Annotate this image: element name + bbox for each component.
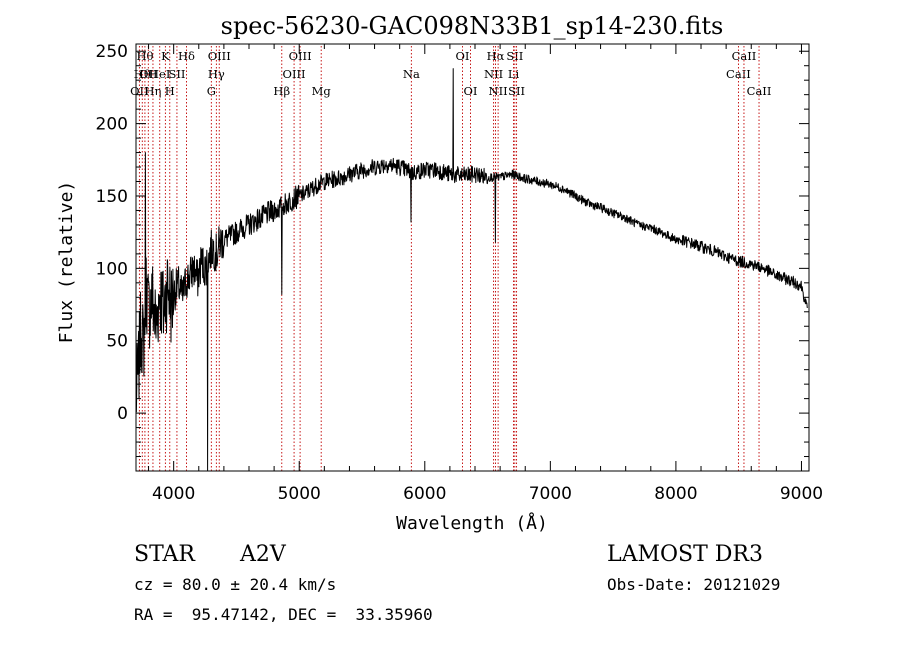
- line-marker-label: Na: [403, 67, 420, 81]
- line-marker-label: HeI: [149, 67, 170, 81]
- x-tick-label: 8000: [654, 484, 697, 504]
- coordinates-readout: RA = 95.47142, DEC = 33.35960: [134, 605, 433, 624]
- line-marker-label: Hη: [144, 84, 161, 98]
- line-marker-label: CaII: [726, 67, 751, 81]
- line-marker-label: K: [161, 49, 170, 63]
- line-marker-label: SII: [508, 84, 525, 98]
- line-marker-label: NII: [489, 84, 508, 98]
- line-marker-label: CaII: [732, 49, 757, 63]
- redshift-readout: cz = 80.0 ± 20.4 km/s: [134, 575, 336, 594]
- line-marker-label: Hδ: [178, 49, 195, 63]
- line-marker-label: Mg: [312, 84, 332, 98]
- y-axis-label: Flux (relative): [56, 181, 77, 344]
- line-marker-label: OI: [455, 49, 469, 63]
- x-tick-label: 4000: [152, 484, 195, 504]
- y-tick-label: 250: [96, 42, 128, 62]
- y-axis-ticks: 0 50 100 150 200 250: [96, 42, 809, 458]
- line-marker-label: CaII: [747, 84, 772, 98]
- line-marker-label: Li: [508, 67, 520, 81]
- line-marker-label: OIII: [289, 49, 312, 63]
- plot-frame: [135, 43, 810, 472]
- x-tick-label: 5000: [278, 484, 321, 504]
- y-tick-label: 100: [96, 259, 128, 279]
- line-marker-label: SII: [168, 67, 185, 81]
- y-tick-label: 0: [117, 404, 128, 424]
- x-tick-label: 9000: [780, 484, 823, 504]
- line-marker-label: SII: [506, 49, 523, 63]
- observation-date: Obs-Date: 20121029: [607, 575, 780, 594]
- line-marker-label: Hθ: [136, 49, 153, 63]
- object-class: STAR: [134, 542, 196, 567]
- x-axis-ticks: 4000 5000 6000 7000 8000 9000: [148, 44, 823, 504]
- line-marker-label: G: [207, 84, 216, 98]
- line-markers: OIIHθHθOIIHηHeIKHSIIHδGHγOIIIHβOIIIOIIIM…: [130, 46, 771, 471]
- x-tick-label: 6000: [403, 484, 446, 504]
- y-tick-label: 200: [96, 115, 128, 135]
- x-axis-label: Wavelength (Å): [396, 512, 548, 534]
- y-tick-label: 150: [96, 187, 128, 207]
- line-marker-label: H: [165, 84, 175, 98]
- line-marker-label: OII: [130, 84, 149, 98]
- line-marker-label: OI: [463, 84, 477, 98]
- y-tick-label: 50: [106, 332, 128, 352]
- line-marker-label: Hγ: [208, 67, 225, 81]
- line-marker-label: NII: [484, 67, 503, 81]
- object-subclass: A2V: [239, 542, 287, 567]
- survey-name: LAMOST DR3: [607, 542, 763, 567]
- line-marker-label: OIII: [283, 67, 306, 81]
- spectrum-series: [135, 68, 808, 472]
- line-marker-label: OIII: [208, 49, 231, 63]
- x-tick-label: 7000: [529, 484, 572, 504]
- line-marker-label: Hβ: [273, 84, 290, 98]
- line-marker-label: Hθ: [134, 67, 151, 81]
- spectrum-line: [135, 68, 808, 472]
- line-marker-label: Hα: [487, 49, 505, 63]
- chart-title: spec-56230-GAC098N33B1_sp14-230.fits: [221, 12, 724, 40]
